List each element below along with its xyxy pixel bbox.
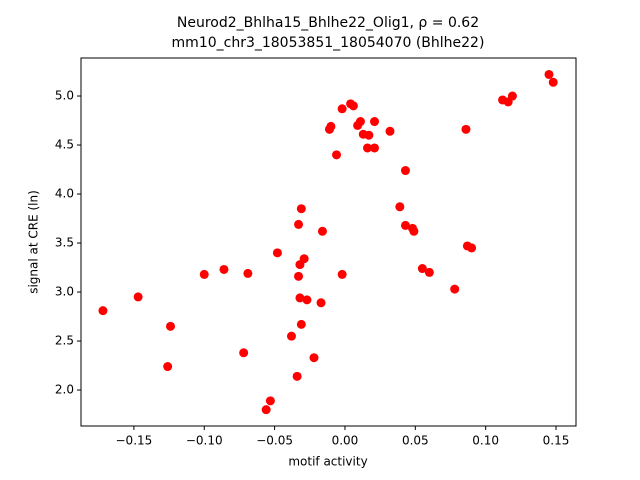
scatter-point — [507, 91, 517, 101]
scatter-point — [370, 143, 380, 153]
chart-title: Neurod2_Bhlha15_Bhlhe22_Olig1, ρ = 0.62 — [177, 15, 479, 31]
scatter-point — [296, 204, 306, 214]
scatter-point — [417, 264, 427, 274]
scatter-point — [461, 124, 471, 134]
scatter-point — [163, 362, 173, 372]
scatter-point — [98, 306, 108, 316]
scatter-point — [133, 292, 143, 302]
scatter-point — [309, 353, 319, 363]
scatter-point — [294, 271, 304, 281]
scatter-point — [294, 219, 304, 229]
x-tick-label: 0.10 — [472, 434, 499, 448]
scatter-point — [299, 254, 309, 264]
scatter-point — [317, 226, 327, 236]
scatter-point — [199, 269, 209, 279]
y-tick-label: 2.5 — [55, 334, 74, 348]
y-tick-label: 4.5 — [55, 138, 74, 152]
scatter-point — [165, 321, 175, 331]
scatter-point — [400, 220, 410, 230]
scatter-point — [265, 396, 275, 406]
scatter-point — [362, 143, 372, 153]
axes-frame — [80, 57, 577, 427]
scatter-point — [295, 293, 305, 303]
y-tick-label: 3.0 — [55, 285, 74, 299]
scatter-point — [286, 331, 296, 341]
y-tick-label: 4.0 — [55, 187, 74, 201]
x-tick-label: 0.15 — [543, 434, 570, 448]
scatter-point — [395, 202, 405, 212]
scatter-point — [302, 295, 312, 305]
scatter-point — [316, 298, 326, 308]
scatter-point — [544, 69, 554, 79]
scatter-point — [243, 268, 253, 278]
x-tick-label: −0.15 — [116, 434, 153, 448]
scatter-point — [261, 405, 271, 415]
y-tick-label: 2.0 — [55, 383, 74, 397]
scatter-point — [450, 284, 460, 294]
y-axis-label: signal at CRE (ln) — [27, 190, 41, 294]
scatter-point — [400, 166, 410, 176]
scatter-point — [370, 117, 380, 127]
scatter-point — [326, 121, 336, 131]
scatter-point — [337, 104, 347, 114]
scatter-point — [239, 348, 249, 358]
scatter-point — [424, 267, 434, 277]
x-tick-label: −0.10 — [186, 434, 223, 448]
x-tick-label: 0.05 — [402, 434, 429, 448]
x-tick-label: 0.00 — [332, 434, 359, 448]
scatter-point — [467, 243, 477, 253]
y-tick-label: 3.5 — [55, 236, 74, 250]
scatter-point — [348, 101, 358, 111]
scatter-point — [337, 269, 347, 279]
scatter-point — [409, 226, 419, 236]
chart-subtitle: mm10_chr3_18053851_18054070 (Bhlhe22) — [172, 35, 485, 51]
scatter-point — [272, 248, 282, 258]
y-tick-label: 5.0 — [55, 89, 74, 103]
scatter-point — [332, 150, 342, 160]
x-axis-label: motif activity — [288, 455, 367, 469]
scatter-point — [219, 264, 229, 274]
scatter-point — [292, 371, 302, 381]
scatter-point — [548, 77, 558, 87]
scatter-point — [364, 130, 374, 140]
scatter-point — [385, 126, 395, 136]
scatter-point — [355, 117, 365, 127]
x-tick-label: −0.05 — [256, 434, 293, 448]
scatter-point — [296, 319, 306, 329]
